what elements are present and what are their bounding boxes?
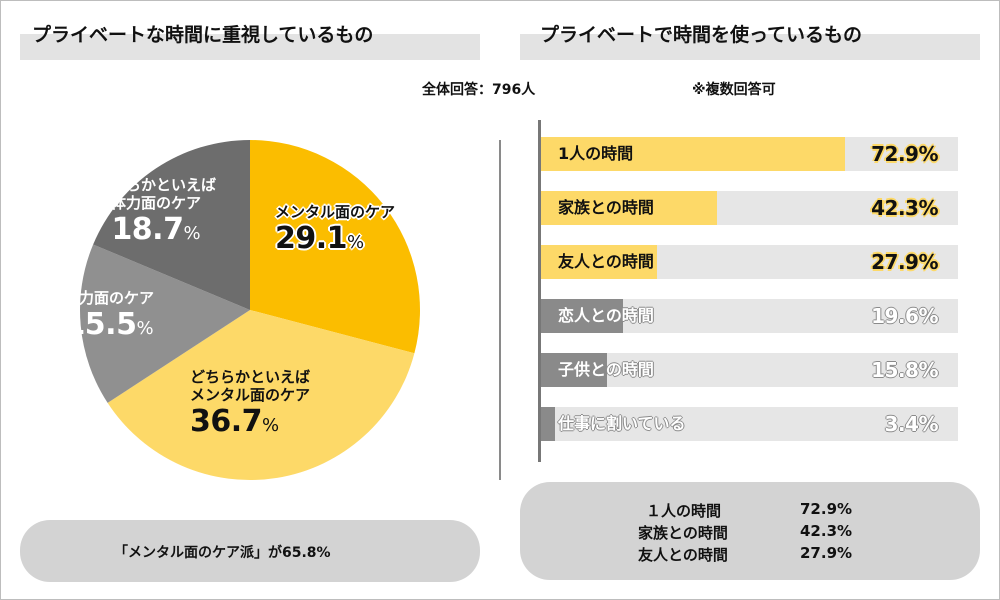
pie-chart <box>79 140 420 481</box>
pie-unit-mental: % <box>347 232 365 253</box>
left-panel-title: プライベートな時間に重視しているもの <box>32 24 374 46</box>
summary-label-2: 家族との時間 <box>638 524 728 542</box>
bar <box>541 407 556 441</box>
pie-value-mental: 29.1 <box>275 221 348 256</box>
bar <box>541 245 658 279</box>
bar-track <box>541 407 958 441</box>
pie-unit-physical: % <box>136 318 154 339</box>
pie-value-lean-mental: 36.7 <box>190 404 263 439</box>
respondent-count: 全体回答：796人 <box>422 82 536 98</box>
bar-category-label: 家族との時間 <box>558 198 654 217</box>
pie-slice-lean-mental <box>107 310 415 481</box>
pie-label-lean-mental-line2: メンタル面のケア <box>190 386 311 404</box>
bar-value-label: 3.4% <box>884 412 939 436</box>
bar-category-label: 友人との時間 <box>558 252 654 271</box>
pie-slice-mental <box>250 140 420 354</box>
left-summary-pill <box>20 520 480 582</box>
pie-label-lean-physical: どちらかといえば 体力面のケア 18.7% <box>96 176 216 248</box>
bar-category-label: 仕事に割いている <box>558 414 686 433</box>
pie-label-physical-title: 体力面のケア <box>64 289 155 307</box>
bar <box>541 353 607 387</box>
bar-category-label: 恋人との時間 <box>558 306 654 325</box>
panel-divider <box>499 140 501 480</box>
pie-label-physical: 体力面のケア 15.5% <box>64 289 154 343</box>
pie-slice-physical <box>79 244 250 403</box>
bar <box>541 299 623 333</box>
summary-label-1: １人の時間 <box>646 502 722 520</box>
bar-value-label: 42.3% <box>871 196 938 220</box>
summary-label-3: 友人との時間 <box>638 546 728 564</box>
left-summary-text: 「メンタル面のケア派」が65.8% <box>114 545 331 561</box>
bar <box>541 137 845 171</box>
bar-category-label: 子供との時間 <box>558 360 654 379</box>
summary-value-2: 42.3% <box>800 522 853 540</box>
left-title-bar <box>20 34 480 60</box>
pie-value-lean-physical: 18.7 <box>111 212 184 247</box>
summary-value-1: 72.9% <box>800 500 853 518</box>
right-title-bar <box>520 34 980 60</box>
pie-label-lean-physical-line2: 体力面のケア <box>111 194 202 212</box>
pie-label-lean-mental: どちらかといえば メンタル面のケア 36.7% <box>190 368 310 440</box>
summary-value-3: 27.9% <box>800 544 853 562</box>
pie-label-mental: メンタル面のケア 29.1% <box>275 203 395 257</box>
bar <box>541 191 718 225</box>
bar-value-label: 72.9% <box>871 142 938 166</box>
bar-value-label: 15.8% <box>871 358 938 382</box>
bar-value-label: 19.6% <box>871 304 938 328</box>
bar-track <box>541 353 958 387</box>
right-panel-title: プライベートで時間を使っているもの <box>540 24 863 46</box>
right-summary-pill <box>520 482 980 580</box>
bar-chart-axis <box>538 120 541 462</box>
pie-label-lean-physical-line1: どちらかといえば <box>96 176 217 194</box>
bar-category-label: 1人の時間 <box>558 144 634 163</box>
bar-value-label: 27.9% <box>871 250 938 274</box>
pie-label-mental-title: メンタル面のケア <box>275 203 396 221</box>
multiple-answer-note: ※複数回答可 <box>692 82 776 98</box>
pie-slice-lean-physical <box>93 140 251 310</box>
pie-unit-lean-physical: % <box>183 223 201 244</box>
pie-label-lean-mental-line1: どちらかといえば <box>190 368 311 386</box>
pie-unit-lean-mental: % <box>262 415 280 436</box>
pie-value-physical: 15.5 <box>64 307 137 342</box>
